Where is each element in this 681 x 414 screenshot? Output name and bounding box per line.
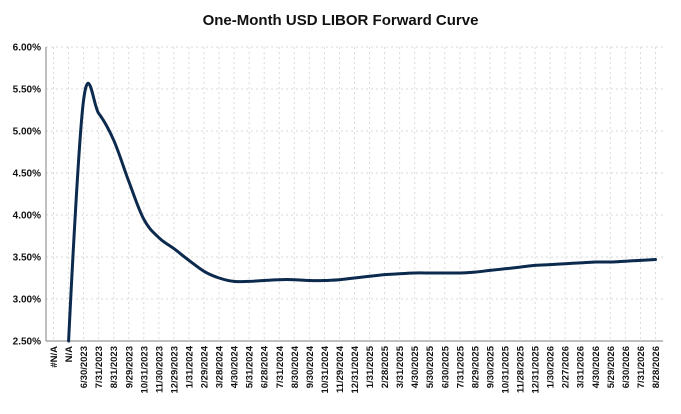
x-tick-label: 10/31/2024	[320, 345, 331, 393]
x-tick-label: 9/29/2023	[124, 346, 135, 388]
x-tick-label: 3/31/2025	[395, 345, 406, 388]
x-tick-label: 5/29/2026	[606, 346, 617, 388]
x-tick-label: 2/28/2025	[380, 345, 391, 388]
x-tick-label: 1/31/2025	[365, 345, 376, 388]
y-tick-label: 4.50%	[13, 169, 41, 180]
x-tick-label: 2/27/2026	[561, 346, 572, 388]
x-tick-label: 8/28/2026	[651, 346, 662, 388]
x-tick-label: 6/30/2023	[79, 346, 90, 388]
x-tick-label: 4/30/2024	[230, 345, 241, 388]
x-tick-label: 1/30/2026	[546, 346, 557, 388]
x-tick-label: 11/28/2025	[516, 345, 527, 393]
x-tick-label: 1/31/2024	[184, 345, 195, 388]
x-tick-label: 6/30/2025	[440, 345, 451, 388]
x-tick-label: 3/28/2024	[215, 345, 226, 388]
y-tick-label: 4.00%	[13, 211, 41, 222]
x-tick-label: 12/29/2023	[169, 346, 180, 394]
x-tick-label: 7/31/2025	[455, 345, 466, 388]
y-tick-label: 5.00%	[13, 127, 41, 138]
series-line	[67, 81, 657, 343]
x-tick-label: 9/30/2024	[305, 345, 316, 388]
x-tick-label: 8/31/2023	[109, 346, 120, 388]
x-tick-label: 10/31/2025	[500, 345, 511, 393]
x-tick-label: 9/30/2025	[485, 345, 496, 388]
x-tick-label: 7/31/2023	[94, 346, 105, 388]
x-tick-label: 3/31/2026	[576, 346, 587, 388]
x-tick-label: 4/30/2025	[410, 345, 421, 388]
x-tick-label: 12/31/2024	[350, 345, 361, 393]
x-tick-label: 7/31/2026	[636, 346, 647, 388]
x-tick-label: 5/30/2025	[425, 345, 436, 388]
x-tick-label: 10/31/2023	[139, 346, 150, 394]
x-tick-label: 6/30/2026	[621, 346, 632, 388]
x-tick-label: #N/A	[49, 346, 60, 368]
x-tick-label: 5/31/2024	[245, 345, 256, 388]
x-tick-label: 12/31/2025	[531, 345, 542, 393]
y-tick-label: 3.00%	[13, 295, 41, 306]
x-tick-label: 8/30/2024	[290, 345, 301, 388]
x-tick-label: 7/31/2024	[275, 345, 286, 388]
x-tick-label: 8/29/2025	[470, 345, 481, 388]
y-tick-label: 6.00%	[13, 43, 41, 54]
x-tick-label: N/A	[64, 346, 75, 363]
x-tick-label: 2/29/2024	[200, 345, 211, 388]
y-tick-label: 2.50%	[13, 337, 41, 348]
x-tick-label: 6/28/2024	[260, 345, 271, 388]
x-tick-label: 11/29/2024	[335, 345, 346, 393]
x-tick-label: 4/30/2026	[591, 346, 602, 388]
y-tick-label: 5.50%	[13, 85, 41, 96]
chart-title: One-Month USD LIBOR Forward Curve	[202, 12, 479, 29]
y-tick-label: 3.50%	[13, 253, 41, 264]
x-tick-label: 11/30/2023	[154, 346, 165, 393]
